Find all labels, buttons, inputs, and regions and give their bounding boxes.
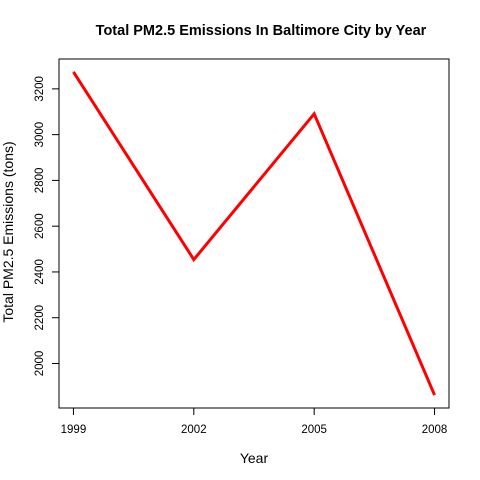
y-tick-label: 2000 [34, 351, 46, 377]
y-tick-label: 2600 [34, 213, 46, 239]
y-tick-label: 2200 [34, 305, 46, 331]
x-tick-label: 2002 [181, 424, 207, 436]
y-axis: 2000 2200 2400 2600 2800 3000 3200 [34, 76, 60, 377]
chart-title: Total PM2.5 Emissions In Baltimore City … [96, 23, 427, 39]
y-tick-label: 2400 [34, 259, 46, 285]
y-tick-label: 3200 [34, 76, 46, 102]
y-tick-label: 3000 [34, 122, 46, 148]
y-axis-label: Total PM2.5 Emissions (tons) [0, 141, 16, 322]
x-tick-label: 1999 [61, 424, 87, 436]
x-axis: 1999 2002 2005 2008 [61, 407, 448, 436]
x-tick-label: 2005 [301, 424, 327, 436]
x-axis-label: Year [240, 450, 269, 466]
series-layer [72, 71, 436, 396]
y-tick-label: 2800 [34, 168, 46, 194]
x-tick-label: 2008 [422, 424, 448, 436]
series-line [72, 71, 436, 396]
